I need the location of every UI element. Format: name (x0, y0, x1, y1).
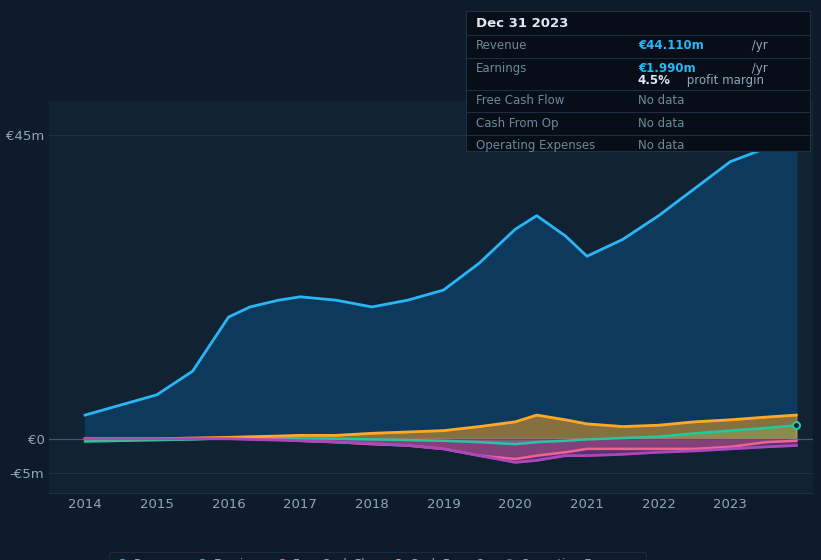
Text: /yr: /yr (748, 62, 768, 75)
Text: €44.110m: €44.110m (638, 39, 704, 52)
Text: profit margin: profit margin (683, 73, 764, 87)
Text: Earnings: Earnings (476, 62, 527, 75)
Text: /yr: /yr (748, 39, 768, 52)
Text: No data: No data (638, 116, 684, 130)
Text: No data: No data (638, 139, 684, 152)
Text: Cash From Op: Cash From Op (476, 116, 558, 130)
Legend: Revenue, Earnings, Free Cash Flow, Cash From Op, Operating Expenses: Revenue, Earnings, Free Cash Flow, Cash … (109, 552, 646, 560)
Text: Dec 31 2023: Dec 31 2023 (476, 17, 568, 30)
Text: Operating Expenses: Operating Expenses (476, 139, 595, 152)
Text: €1.990m: €1.990m (638, 62, 695, 75)
Text: Revenue: Revenue (476, 39, 527, 52)
Text: Free Cash Flow: Free Cash Flow (476, 94, 564, 107)
Text: 4.5%: 4.5% (638, 73, 671, 87)
Text: No data: No data (638, 94, 684, 107)
